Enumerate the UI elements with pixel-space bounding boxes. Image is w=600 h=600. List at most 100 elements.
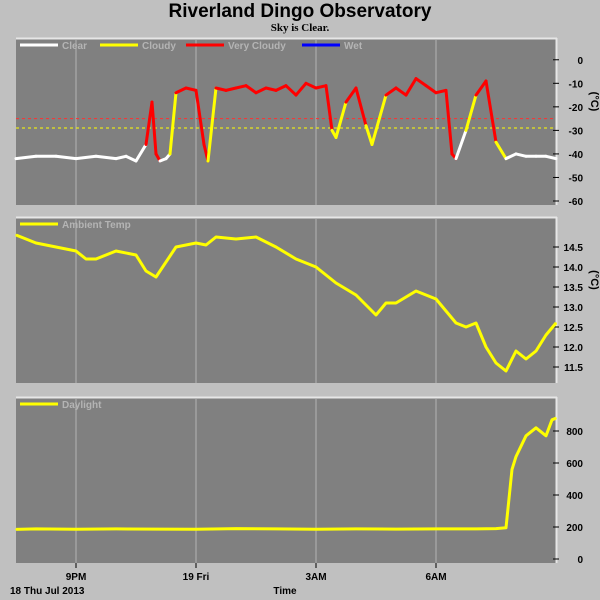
sky-temp-point xyxy=(375,129,377,132)
legend-label-cloudy: Cloudy xyxy=(142,41,176,52)
data-point xyxy=(175,246,177,248)
sky-temp-point xyxy=(465,129,467,132)
data-point xyxy=(195,528,197,531)
sky-temp-point xyxy=(295,94,297,96)
sky-temp-point xyxy=(285,84,287,87)
data-point xyxy=(465,326,467,328)
data-point xyxy=(555,417,557,420)
sky-temp-point xyxy=(371,143,373,146)
sky-temp-segment xyxy=(254,86,268,95)
sky-temp-point xyxy=(135,160,137,162)
sky-temp-point xyxy=(335,136,337,139)
y-tick-label: 600 xyxy=(566,459,583,470)
y-tick-label: -10 xyxy=(569,79,584,90)
sky-temp-point xyxy=(145,143,147,146)
y-tick-label: -40 xyxy=(569,150,584,161)
data-point xyxy=(155,276,157,278)
y-tick-label: -50 xyxy=(569,173,584,184)
sky-temp-segment xyxy=(404,77,418,97)
sky-temp-segment xyxy=(344,86,358,104)
sky-temp-point xyxy=(305,82,307,85)
legend-label-wet: Wet xyxy=(344,41,363,52)
data-point xyxy=(495,362,497,364)
sky-temp-point xyxy=(169,153,171,155)
sky-temp-segment xyxy=(234,84,248,90)
data-point xyxy=(511,468,513,471)
sky-temp-point xyxy=(395,87,397,89)
data-point xyxy=(15,234,17,236)
sky-temp-point xyxy=(505,157,507,160)
data-point xyxy=(545,334,547,336)
data-point xyxy=(485,346,487,348)
sky-temp-segment xyxy=(194,88,206,147)
data-point xyxy=(25,238,27,240)
sky-temp-segment xyxy=(514,152,528,158)
data-point xyxy=(535,427,537,429)
sky-temp-segment xyxy=(274,84,288,92)
plot-area-2 xyxy=(16,217,556,383)
data-point xyxy=(135,254,137,256)
sky-temp-point xyxy=(325,84,327,87)
sky-temp-point xyxy=(525,155,527,158)
sky-temp-segment xyxy=(284,84,298,97)
y-axis-unit-label: (°C) xyxy=(588,92,600,112)
data-point xyxy=(295,258,297,260)
sky-temp-point xyxy=(425,84,427,87)
sky-temp-segment xyxy=(504,152,518,161)
sky-temp-point xyxy=(365,124,367,127)
data-point xyxy=(195,242,197,244)
sky-temp-segment xyxy=(14,154,38,161)
data-point xyxy=(385,302,387,304)
y-tick-label: -30 xyxy=(569,126,584,137)
data-point xyxy=(525,435,527,437)
data-point xyxy=(315,528,317,531)
y-tick-label: 200 xyxy=(566,523,583,534)
data-point xyxy=(445,310,447,312)
sky-temp-segment xyxy=(444,88,454,156)
y-tick-label: 14.5 xyxy=(564,243,584,254)
sky-temp-segment xyxy=(54,154,78,161)
data-point xyxy=(35,528,37,530)
data-point xyxy=(35,242,37,244)
sky-temp-point xyxy=(451,153,453,155)
data-point xyxy=(545,435,547,437)
data-point xyxy=(475,528,477,530)
data-point xyxy=(115,528,117,530)
sky-temp-point xyxy=(275,89,277,92)
sky-temp-point xyxy=(159,160,161,162)
sky-temp-segment xyxy=(74,154,98,161)
sky-temp-segment xyxy=(244,84,258,95)
data-point xyxy=(55,246,57,248)
data-point xyxy=(155,528,157,530)
sky-temp-point xyxy=(355,87,357,89)
sky-temp-point xyxy=(265,87,267,89)
x-tick-label: 9PM xyxy=(66,572,87,583)
sky-temp-segment xyxy=(374,93,388,132)
sky-temp-point xyxy=(495,141,497,143)
sky-temp-segment xyxy=(294,81,308,97)
y-axis-unit-label: (°C) xyxy=(588,270,600,290)
sky-temp-point xyxy=(15,157,17,160)
sky-temp-point xyxy=(245,84,247,87)
sky-temp-point xyxy=(151,101,153,103)
legend-label-daylight: Daylight xyxy=(62,400,102,411)
data-point xyxy=(205,244,207,246)
data-point xyxy=(335,282,337,284)
sky-temp-segment xyxy=(364,124,374,147)
series-line-daylight xyxy=(15,416,557,531)
y-tick-label: 800 xyxy=(566,427,583,438)
plot-area-3 xyxy=(16,397,556,563)
y-tick-label: 12.0 xyxy=(564,343,584,354)
sky-temp-segment xyxy=(124,154,138,163)
sky-temp-segment xyxy=(474,79,488,97)
sky-temp-point xyxy=(95,155,97,158)
sky-temp-point xyxy=(207,160,209,162)
sky-temp-segment xyxy=(544,154,558,161)
sky-temp-segment xyxy=(384,86,398,97)
sky-temp-point xyxy=(175,91,177,94)
sky-temp-point xyxy=(445,89,447,92)
legend-label-very-cloudy: Very Cloudy xyxy=(228,41,286,52)
data-point xyxy=(435,528,437,530)
sky-temp-segment xyxy=(184,86,198,92)
